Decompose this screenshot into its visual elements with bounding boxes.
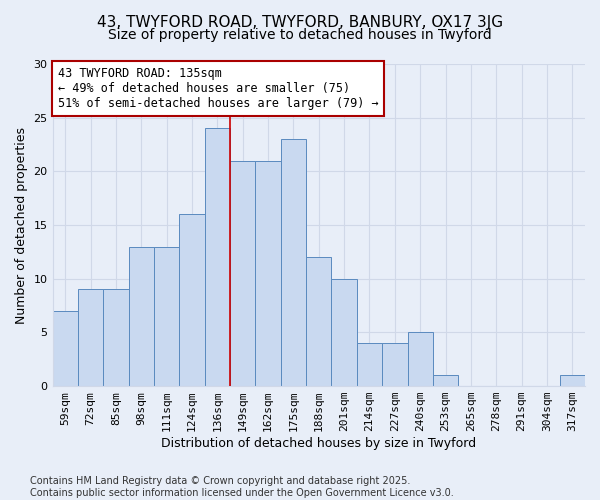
Bar [205, 128, 230, 386]
Text: Contains HM Land Registry data © Crown copyright and database right 2025.
Contai: Contains HM Land Registry data © Crown c… [30, 476, 454, 498]
Bar [128, 246, 154, 386]
Text: Size of property relative to detached houses in Twyford: Size of property relative to detached ho… [108, 28, 492, 42]
Bar [103, 290, 128, 386]
Text: 43 TWYFORD ROAD: 135sqm
← 49% of detached houses are smaller (75)
51% of semi-de: 43 TWYFORD ROAD: 135sqm ← 49% of detache… [58, 67, 379, 110]
Bar [256, 160, 281, 386]
Bar [281, 139, 306, 386]
Bar [230, 160, 256, 386]
Bar [179, 214, 205, 386]
Bar [306, 257, 331, 386]
Bar [53, 311, 78, 386]
Bar [407, 332, 433, 386]
Bar [331, 278, 357, 386]
Bar [560, 376, 585, 386]
Bar [78, 290, 103, 386]
Text: 43, TWYFORD ROAD, TWYFORD, BANBURY, OX17 3JG: 43, TWYFORD ROAD, TWYFORD, BANBURY, OX17… [97, 15, 503, 30]
Bar [433, 376, 458, 386]
Bar [357, 343, 382, 386]
X-axis label: Distribution of detached houses by size in Twyford: Distribution of detached houses by size … [161, 437, 476, 450]
Y-axis label: Number of detached properties: Number of detached properties [15, 126, 28, 324]
Bar [382, 343, 407, 386]
Bar [154, 246, 179, 386]
